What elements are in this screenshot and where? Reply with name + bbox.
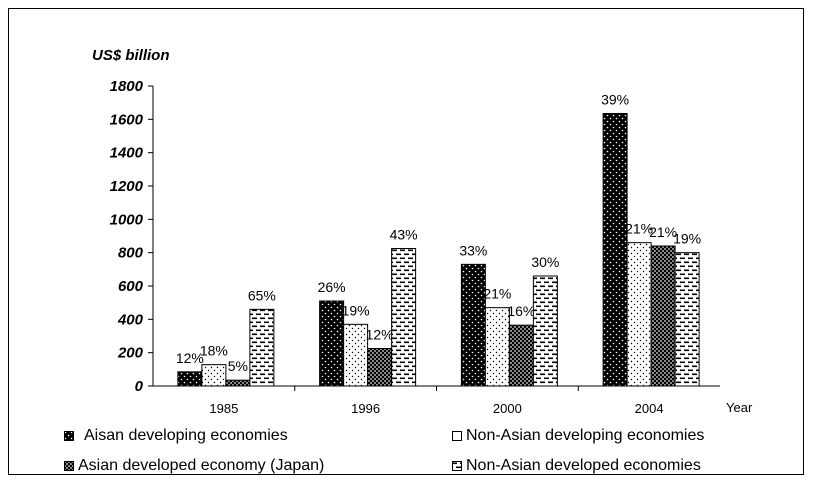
bar-series-3-1985 xyxy=(225,379,251,387)
y-tick-label: 1200 xyxy=(110,178,144,195)
bar-data-label: 21% xyxy=(649,224,677,240)
bar-series-2-2000 xyxy=(484,307,510,387)
chart-frame xyxy=(8,8,804,475)
x-tick-label: 2000 xyxy=(493,401,522,416)
bar-series-3-2004 xyxy=(650,245,676,387)
legend-label-non-asian-developed: Non-Asian developed economies xyxy=(466,457,701,474)
bar-data-label: 12% xyxy=(366,327,394,343)
bar-series-4-1985 xyxy=(249,308,275,387)
legend-swatch-asian-developed xyxy=(64,461,74,471)
legend-label-asian-developing: Aisan developing economies xyxy=(84,427,288,444)
y-tick-label: 0 xyxy=(135,378,144,395)
y-axis-title: US$ billion xyxy=(92,47,170,64)
y-tick-label: 800 xyxy=(118,245,144,262)
y-tick-label: 400 xyxy=(117,311,144,328)
bar-data-label: 30% xyxy=(531,254,559,270)
legend-label-asian-developed: Asian developed economy (Japan) xyxy=(78,457,325,474)
bar-data-label: 12% xyxy=(176,350,204,366)
y-tick-label: 1800 xyxy=(110,78,144,95)
bar-data-label: 26% xyxy=(318,279,346,295)
y-tick-label: 600 xyxy=(118,278,144,295)
legend-swatch-non-asian-developed xyxy=(452,461,462,471)
bar-data-label: 16% xyxy=(507,303,535,319)
bar-series-2-1985 xyxy=(201,364,227,387)
bar-series-1-2004 xyxy=(602,113,628,387)
bar-data-label: 19% xyxy=(673,231,701,247)
legend-swatch-non-asian-developing xyxy=(452,431,462,441)
x-tick-label: 2004 xyxy=(635,401,664,416)
bar-series-4-2000 xyxy=(532,275,558,387)
bar-data-label: 5% xyxy=(228,358,248,374)
bar-data-label: 21% xyxy=(625,221,653,237)
bar-series-4-2004 xyxy=(674,252,700,387)
x-tick-label: 1996 xyxy=(351,401,380,416)
x-tick-label: 1985 xyxy=(209,401,238,416)
bar-series-1-1985 xyxy=(177,371,203,387)
bar-data-label: 33% xyxy=(459,242,487,258)
bar-data-label: 18% xyxy=(200,343,228,359)
bar-series-3-2000 xyxy=(508,324,534,387)
legend-item-asian-developing: Aisan developing economies xyxy=(64,427,288,445)
bar-series-2-2004 xyxy=(626,242,652,387)
x-axis-title: Year xyxy=(726,400,753,415)
bar-data-label: 39% xyxy=(601,92,629,108)
bar-data-label: 21% xyxy=(483,286,511,302)
legend-item-non-asian-developed: Non-Asian developed economies xyxy=(452,457,701,475)
bar-data-label: 43% xyxy=(390,227,418,243)
bar-series-3-1996 xyxy=(367,348,393,387)
y-tick-label: 1400 xyxy=(110,145,144,162)
bar-data-label: 65% xyxy=(248,287,276,303)
bar-series-1-2000 xyxy=(460,263,486,387)
y-tick-label: 1000 xyxy=(110,211,144,228)
bar-series-4-1996 xyxy=(391,248,417,387)
bar-series-2-1996 xyxy=(343,323,369,387)
legend-label-non-asian-developing: Non-Asian developing economies xyxy=(466,427,705,444)
y-tick-label: 1600 xyxy=(110,111,144,128)
y-tick-label: 200 xyxy=(117,345,144,362)
legend-item-asian-developed: Asian developed economy (Japan) xyxy=(64,457,324,475)
bar-data-label: 19% xyxy=(342,302,370,318)
bar-series-1-1996 xyxy=(319,300,345,387)
legend-swatch-asian-developing xyxy=(64,431,74,441)
legend-item-non-asian-developing: Non-Asian developing economies xyxy=(452,427,704,445)
